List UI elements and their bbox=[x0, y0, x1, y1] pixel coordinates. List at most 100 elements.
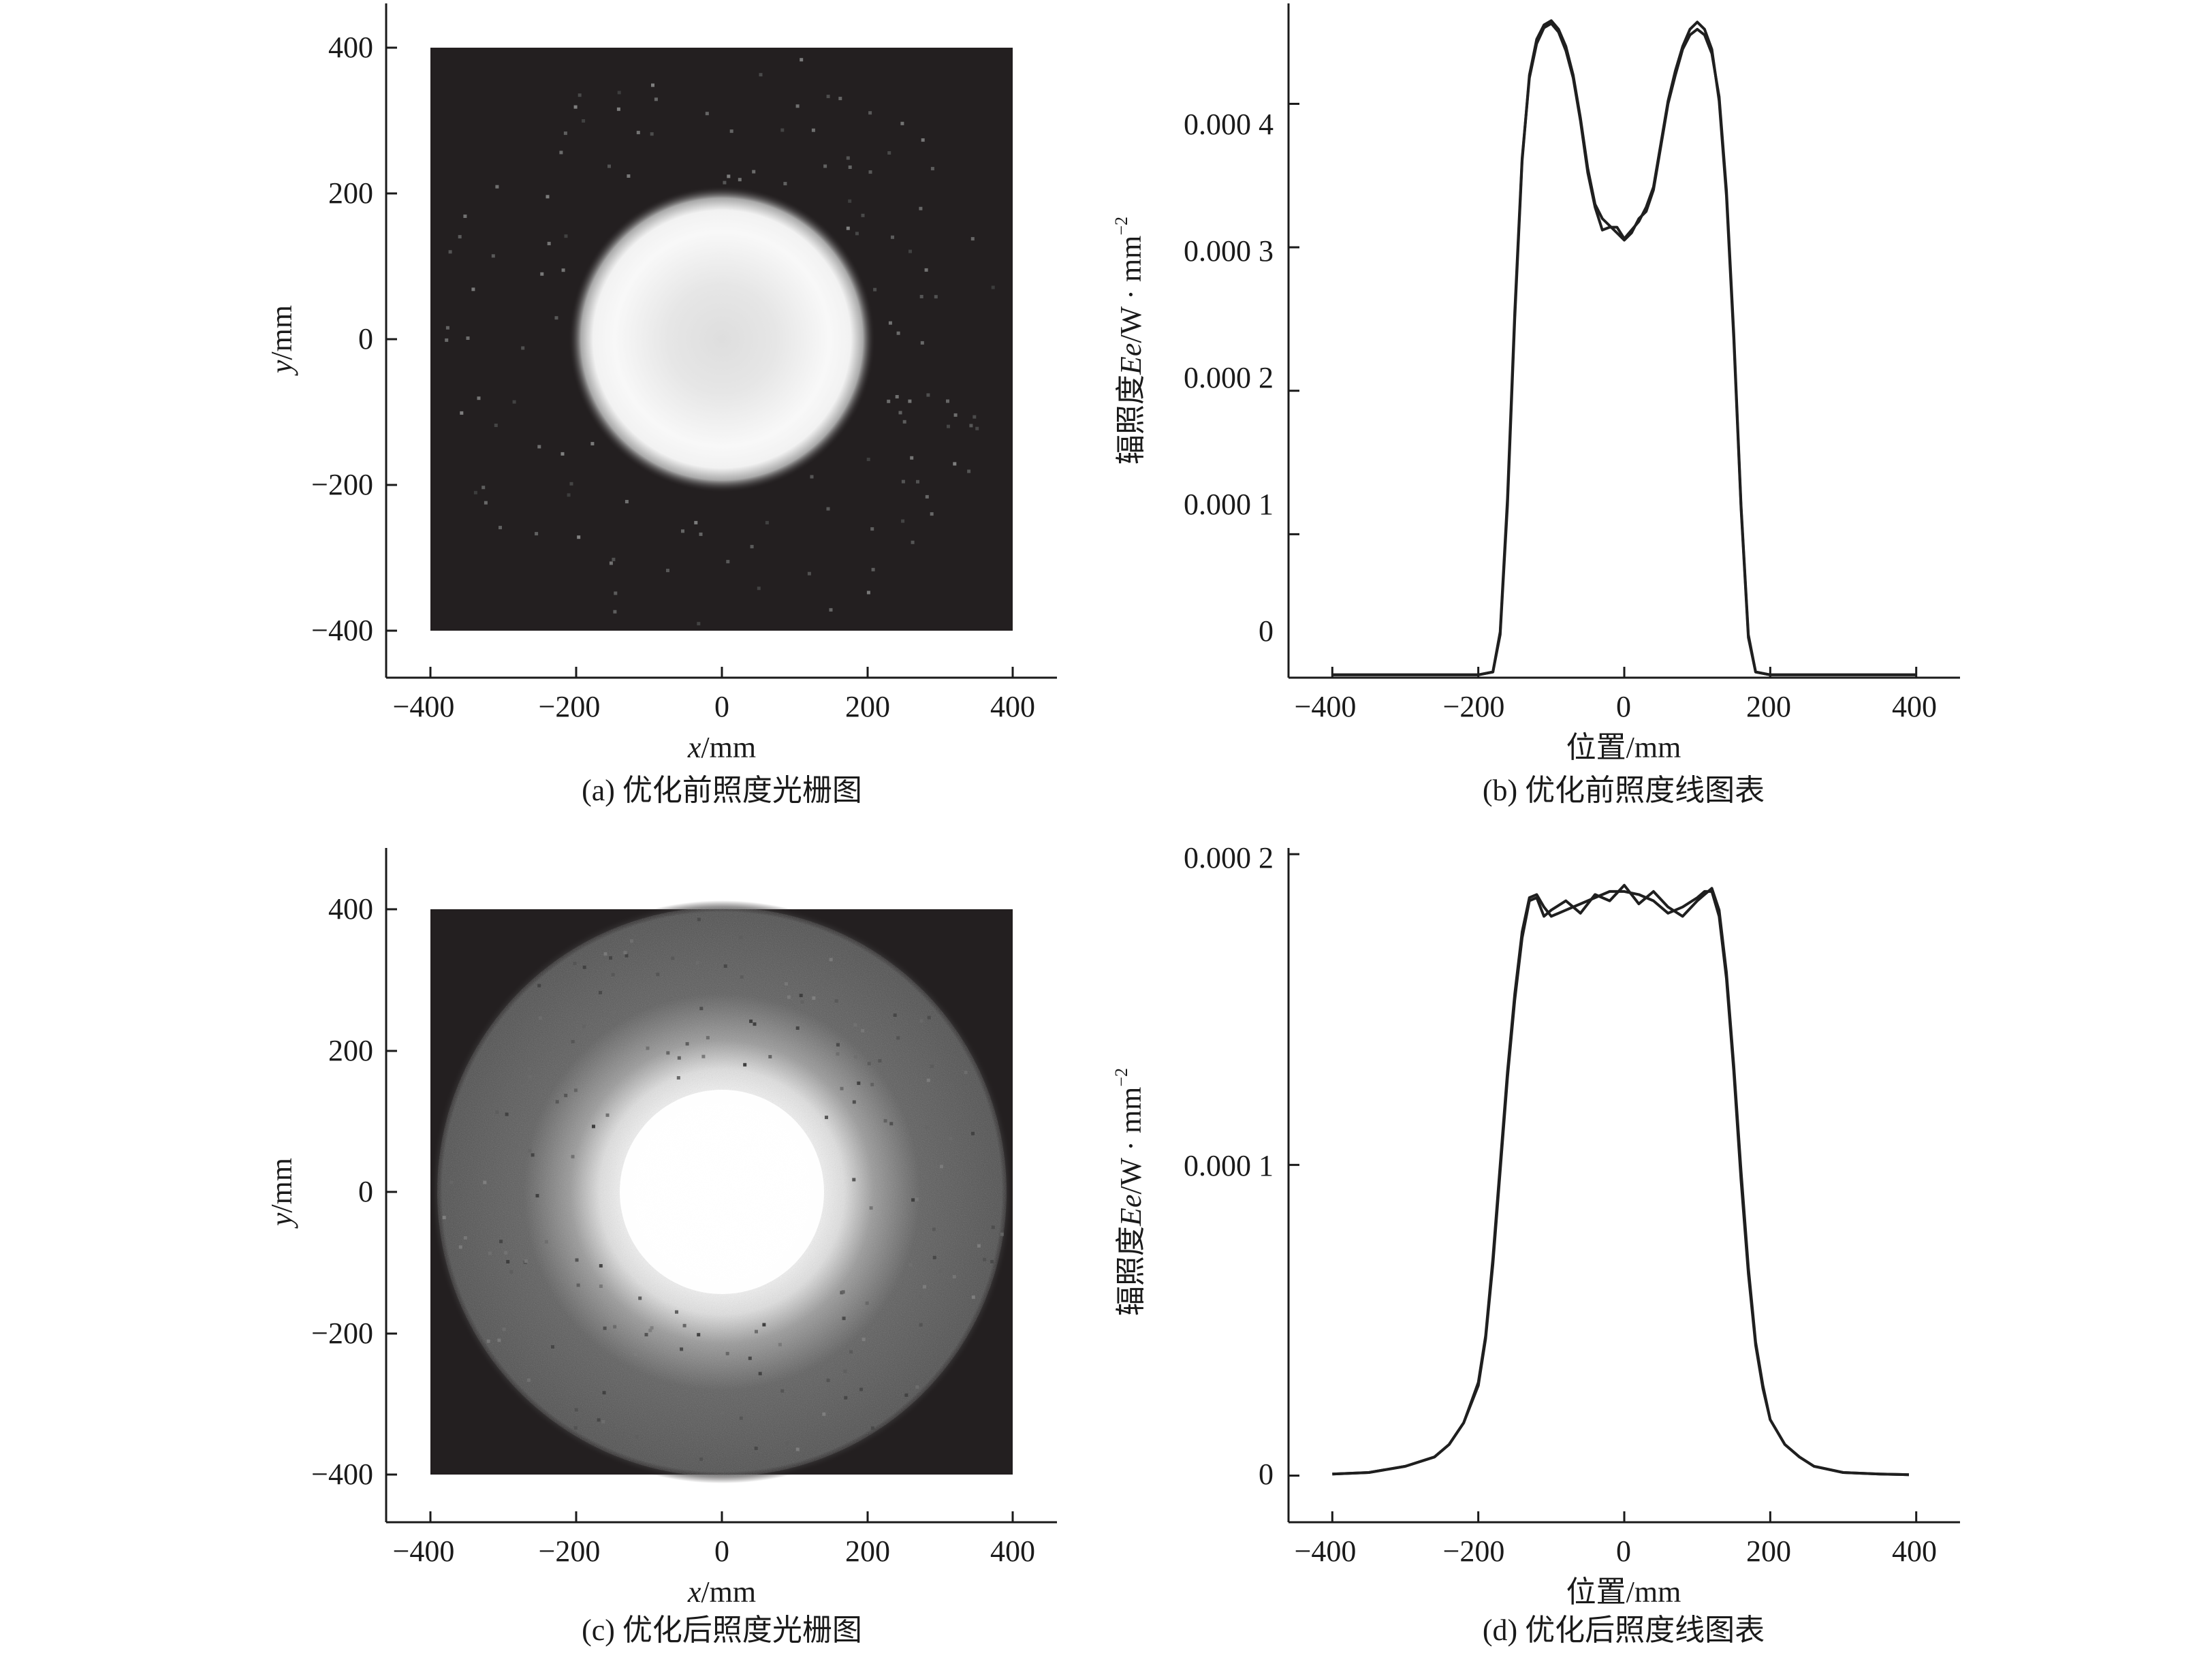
panel-c-noise-dot bbox=[623, 951, 627, 955]
panel-a-noise-dot bbox=[738, 178, 742, 182]
panel-c-noise-dot bbox=[844, 1396, 848, 1400]
panel-c-noise-dot bbox=[983, 1257, 987, 1261]
panel-a-noise-dot bbox=[569, 482, 573, 486]
panel-a-noise-dot bbox=[873, 287, 877, 292]
panel-b-y-axis-label: 辐照度Ee/W · mm−2 bbox=[1111, 217, 1148, 465]
panel-c-noise-dot bbox=[685, 1042, 689, 1046]
panel-a-x-tick-label: −200 bbox=[539, 690, 601, 723]
panel-c-noise-dot bbox=[930, 1065, 934, 1069]
panel-c-y-axis-label: y/mm bbox=[265, 1158, 298, 1229]
panel-c-noise-dot bbox=[597, 1418, 601, 1422]
panel-c-noise-dot bbox=[486, 1339, 490, 1343]
panel-c-noise-dot bbox=[854, 1055, 857, 1059]
panel-c-noise-dot bbox=[865, 1301, 869, 1305]
panel-c-noise-dot bbox=[918, 1295, 922, 1299]
panel-a-y-axis-label: y/mm bbox=[265, 305, 298, 376]
panel-c-noise-dot bbox=[538, 1016, 542, 1020]
panel-c-noise-dot bbox=[488, 1038, 492, 1042]
panel-c-noise-dot bbox=[644, 1333, 648, 1337]
panel-a-noise-dot bbox=[807, 571, 811, 576]
panel-c-noise-dot bbox=[758, 1372, 762, 1376]
panel-c-x-tick-label: −200 bbox=[539, 1534, 601, 1568]
panel-a-noise-dot bbox=[458, 235, 462, 239]
panel-d-ticks bbox=[1289, 853, 1918, 1522]
panel-c-noise-dot bbox=[531, 1153, 535, 1157]
panel-a-noise-dot bbox=[920, 341, 924, 345]
panel-a-noise-dot bbox=[861, 213, 865, 217]
panel-a-noise-dot bbox=[888, 321, 892, 325]
panel-d-caption: (d) 优化后照度线图表 bbox=[1483, 1613, 1765, 1647]
panel-a: −400 −200 0 200 400 400 200 0 −200 −400 … bbox=[265, 3, 1057, 807]
panel-a-noise-dot bbox=[848, 199, 852, 203]
panel-a-noise-dot bbox=[537, 445, 541, 449]
panel-c-noise-dot bbox=[841, 1290, 845, 1294]
panel-a-noise-dot bbox=[780, 128, 785, 132]
panel-a-noise-dot bbox=[699, 532, 703, 536]
panel-a-noise-dot bbox=[609, 561, 613, 565]
panel-c-x-ticks bbox=[429, 1511, 1014, 1522]
panel-a-noise-dot bbox=[445, 326, 449, 330]
panel-a-noise-dot bbox=[930, 167, 934, 171]
panel-a-noise-dot bbox=[554, 316, 558, 320]
panel-a-noise-dot bbox=[613, 610, 617, 614]
panel-a-x-tick-label: 0 bbox=[714, 690, 729, 723]
panel-c-noise-dot bbox=[800, 1000, 804, 1004]
panel-c-noise-dot bbox=[449, 1180, 454, 1184]
panel-c-caption: (c) 优化后照度光栅图 bbox=[582, 1613, 862, 1647]
panel-d-y-axis-label: 辐照度Ee/W · mm−2 bbox=[1111, 1068, 1148, 1316]
panel-a-noise-dot bbox=[848, 166, 852, 169]
panel-c-y-ticks bbox=[386, 908, 397, 1476]
panel-a-noise-dot bbox=[901, 479, 905, 484]
panel-a-noise-dot bbox=[868, 170, 872, 174]
panel-a-noise-dot bbox=[636, 131, 640, 135]
panel-c-y-tick-label: 400 bbox=[328, 892, 373, 926]
panel-b-ticks bbox=[1289, 102, 1918, 679]
panel-c-noise-dot bbox=[634, 1352, 637, 1356]
panel-a-noise-dot bbox=[752, 170, 756, 174]
panel-a-noise-dot bbox=[494, 424, 498, 427]
panel-c-noise-dot bbox=[605, 1113, 610, 1117]
panel-c-noise-dot bbox=[755, 1329, 758, 1334]
panel-c-noise-dot bbox=[528, 1067, 531, 1071]
panel-a-noise-dot bbox=[573, 105, 578, 109]
panel-a-noise-dot bbox=[900, 121, 904, 125]
panel-c-noise-dot bbox=[911, 1198, 915, 1202]
panel-c-noise-dot bbox=[574, 1408, 578, 1412]
panel-c-noise-dot bbox=[499, 1240, 503, 1244]
panel-a-noise-dots bbox=[445, 58, 995, 626]
panel-a-noise-dot bbox=[919, 295, 923, 298]
panel-c-noise-dot bbox=[656, 973, 660, 977]
panel-a-noise-dot bbox=[654, 97, 658, 101]
panel-c-noise-dot bbox=[822, 1412, 826, 1416]
panel-c-noise-dot bbox=[677, 1056, 681, 1060]
panel-c-noise-dot bbox=[780, 1389, 785, 1393]
panel-d-x-tick-label: 200 bbox=[1746, 1534, 1791, 1568]
panel-a-noise-dot bbox=[866, 591, 870, 595]
panel-c-noise-dot bbox=[740, 975, 744, 979]
panel-c-noise-dot bbox=[870, 1082, 874, 1086]
panel-c-x-axis-label: x/mm bbox=[687, 1575, 756, 1609]
panel-c-noise-dots bbox=[442, 917, 1004, 1461]
panel-c-noise-dot bbox=[753, 1022, 757, 1026]
panel-a-noise-dot bbox=[564, 234, 568, 238]
panel-c-noise-dot bbox=[599, 1264, 603, 1268]
panel-a-x-tick-label: −400 bbox=[393, 690, 455, 723]
panel-a-noise-dot bbox=[953, 462, 957, 466]
panel-a-noise-dot bbox=[866, 458, 870, 461]
panel-c-noise-dot bbox=[870, 1426, 874, 1430]
panel-a-noise-dot bbox=[650, 132, 654, 136]
panel-a-noise-dot bbox=[577, 535, 581, 539]
panel-c-noise-dot bbox=[754, 1447, 758, 1450]
panel-c-noise-dot bbox=[483, 1180, 487, 1184]
panel-b-series-line-1 bbox=[1332, 19, 1916, 676]
panel-c-noise-dot bbox=[497, 1338, 501, 1342]
panel-b-series-line-2 bbox=[1332, 20, 1916, 676]
panel-c-noise-dot bbox=[551, 1345, 554, 1349]
panel-c-noise-dot bbox=[599, 990, 602, 994]
panel-c-noise-dot bbox=[836, 1052, 840, 1056]
panel-c-noise-dot bbox=[836, 1043, 840, 1047]
panel-b-x-tick-label: −200 bbox=[1443, 690, 1505, 723]
panel-c-noise-dot bbox=[749, 1019, 753, 1023]
panel-a-noise-dot bbox=[975, 426, 979, 430]
panel-a-noise-dot bbox=[512, 400, 516, 404]
